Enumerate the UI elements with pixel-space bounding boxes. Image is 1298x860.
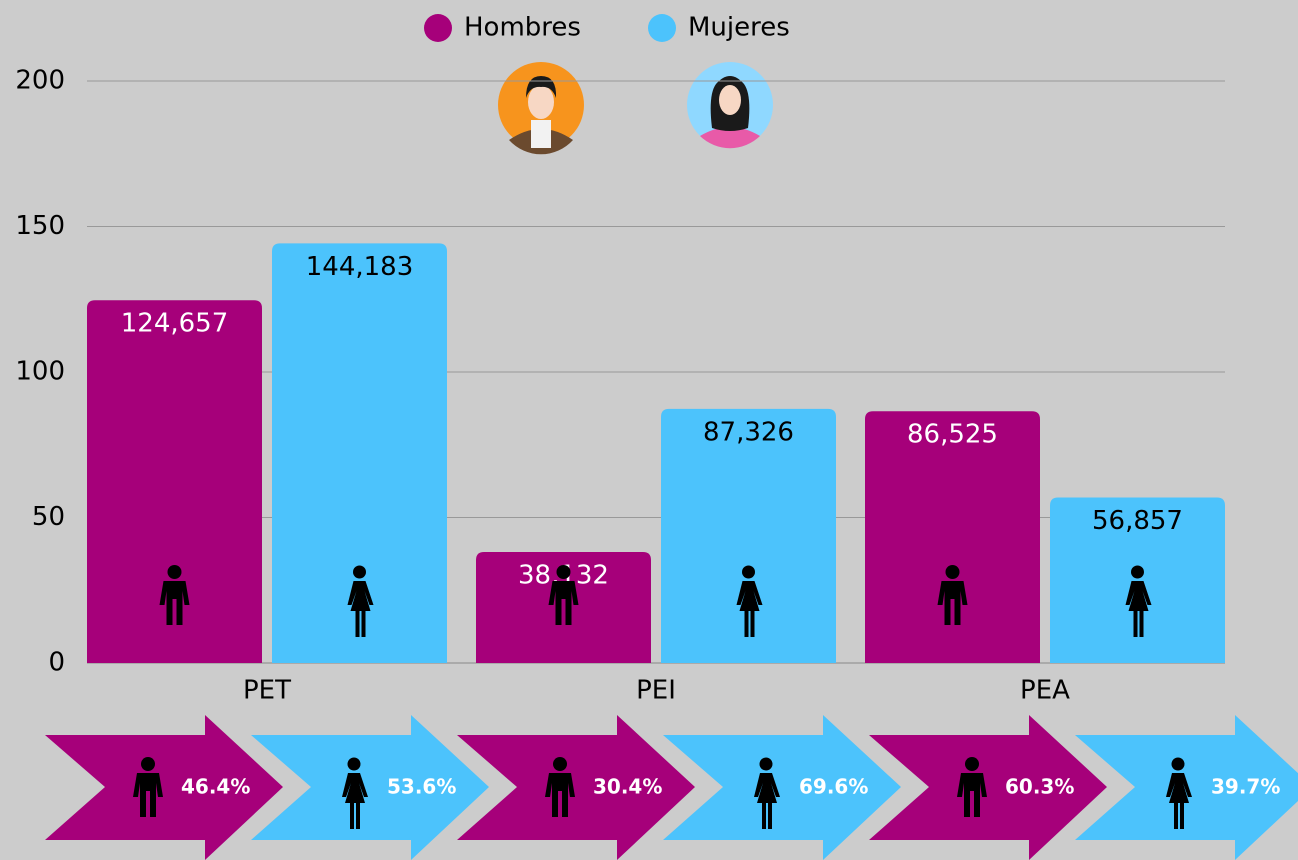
x-tick-label: PEA [1020, 676, 1070, 706]
share-label: 53.6% [387, 775, 456, 799]
x-tick-label: PET [243, 676, 291, 706]
share-label: 60.3% [1005, 775, 1074, 799]
page: 0 50 100 150 200 Hombres Mujeres PET 124,657 144,… [0, 0, 1298, 860]
value-label: 56,857 [1092, 506, 1183, 536]
icon-head [348, 758, 361, 771]
icon-head [965, 757, 979, 771]
icon-head [141, 757, 155, 771]
value-label: 87,326 [703, 417, 794, 447]
legend-label: Mujeres [688, 13, 790, 43]
icon-head [553, 757, 567, 771]
icon-head [557, 565, 571, 579]
legend-marker [648, 14, 676, 42]
value-label: 124,657 [121, 309, 229, 339]
avatar-woman [687, 62, 773, 148]
y-tick-label: 0 [48, 648, 65, 678]
icon-head [1131, 566, 1144, 579]
share-label: 39.7% [1211, 775, 1280, 799]
value-label: 86,525 [907, 420, 998, 450]
icon-head [168, 565, 182, 579]
avatar-man [498, 62, 584, 154]
icon-head [946, 565, 960, 579]
icon-head [1172, 758, 1185, 771]
icon-head [742, 566, 755, 579]
share-label: 46.4% [181, 775, 250, 799]
legend-marker [424, 14, 452, 42]
share-label: 30.4% [593, 775, 662, 799]
icon-head [353, 566, 366, 579]
share-label: 69.6% [799, 775, 868, 799]
x-tick-label: PEI [636, 676, 676, 706]
value-label: 144,183 [306, 252, 414, 282]
bar [87, 300, 262, 663]
legend-label: Hombres [464, 13, 581, 43]
y-tick-label: 200 [15, 66, 65, 96]
y-tick-label: 100 [15, 357, 65, 387]
icon-head [760, 758, 773, 771]
y-tick-label: 50 [32, 502, 65, 532]
chart: 0 50 100 150 200 Hombres Mujeres PET 124,657 144,… [0, 0, 1298, 860]
y-tick-label: 150 [15, 211, 65, 241]
